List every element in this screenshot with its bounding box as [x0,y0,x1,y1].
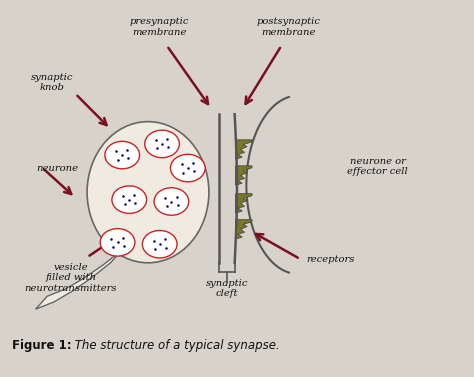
Circle shape [105,141,139,169]
Circle shape [100,228,135,256]
Polygon shape [236,194,252,213]
Text: postsynaptic
membrane: postsynaptic membrane [256,17,320,37]
Text: receptors: receptors [307,254,355,264]
Polygon shape [236,140,252,159]
Text: vesicle
filled with
neurotransmitters: vesicle filled with neurotransmitters [25,263,117,293]
Circle shape [112,186,146,213]
Circle shape [154,188,189,215]
Circle shape [142,230,177,258]
Polygon shape [236,166,252,185]
Text: neurone: neurone [36,164,79,173]
Text: neurone or
effector cell: neurone or effector cell [347,156,408,176]
Text: synaptic
cleft: synaptic cleft [205,279,248,299]
Ellipse shape [87,122,209,263]
Text: Figure 1:: Figure 1: [12,339,72,352]
Circle shape [145,130,179,158]
Text: presynaptic
membrane: presynaptic membrane [130,17,190,37]
Polygon shape [36,250,122,309]
Circle shape [171,154,205,182]
Text: The structure of a typical synapse.: The structure of a typical synapse. [71,339,280,352]
Text: synaptic
knob: synaptic knob [31,73,73,92]
Polygon shape [236,220,252,239]
